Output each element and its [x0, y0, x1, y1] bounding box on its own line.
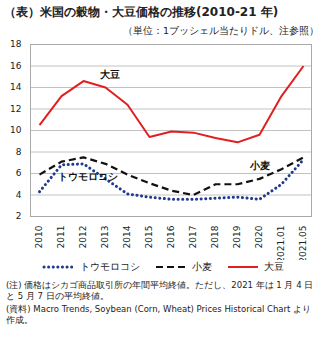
svg-text:2018: 2018	[210, 225, 220, 248]
html-text:大豆: 大豆	[263, 261, 284, 272]
svg-text:6: 6	[16, 168, 22, 178]
svg-text:2016: 2016	[166, 225, 176, 248]
svg-text:2020: 2020	[254, 225, 264, 248]
html-text:トウモロコシ: トウモロコシ	[79, 261, 140, 272]
svg-text:2011: 2011	[56, 226, 66, 249]
svg-text:12: 12	[10, 104, 21, 114]
svg-text:2: 2	[16, 211, 22, 221]
svg-text:2021.01: 2021.01	[276, 226, 286, 261]
svg-text:2010: 2010	[34, 225, 44, 248]
svg-text:8: 8	[16, 147, 22, 157]
html-text:小麦: 小麦	[191, 261, 212, 272]
svg-text:2019: 2019	[232, 225, 242, 248]
svg-text:トウモロコシ: トウモロコシ	[58, 171, 118, 182]
svg-text:2021.05: 2021.05	[298, 226, 308, 261]
svg-text:小麦: 小麦	[249, 160, 270, 171]
svg-text:2014: 2014	[122, 225, 132, 248]
svg-text:2012: 2012	[78, 226, 88, 249]
svg-text:大豆: 大豆	[99, 69, 120, 80]
svg-text:2017: 2017	[188, 226, 198, 249]
svg-text:2015: 2015	[144, 226, 154, 249]
svg-text:10: 10	[10, 125, 22, 135]
svg-text:4: 4	[16, 190, 22, 200]
html-text:(資料) Macro Trends, Soybean (Co: (資料) Macro Trends, Soybean (Corn, Wheat)…	[6, 303, 311, 326]
svg-text:18: 18	[10, 39, 22, 49]
html-text:（表）米国の穀物・大豆価格の推移(2010-21 年): （表）米国の穀物・大豆価格の推移(2010-21 年)	[4, 5, 279, 19]
svg-text:14: 14	[10, 82, 22, 92]
svg-text:2013: 2013	[100, 226, 110, 249]
html-text:（単位：1ブッシェル当たりドル、注参照）: （単位：1ブッシェル当たりドル、注参照）	[123, 25, 319, 36]
html-text:(注) 価格はシカゴ商品取引所の年間平均終値。ただし、202: (注) 価格はシカゴ商品取引所の年間平均終値。ただし、2021 年は 1 月 4…	[6, 280, 314, 302]
svg-text:16: 16	[10, 61, 22, 71]
